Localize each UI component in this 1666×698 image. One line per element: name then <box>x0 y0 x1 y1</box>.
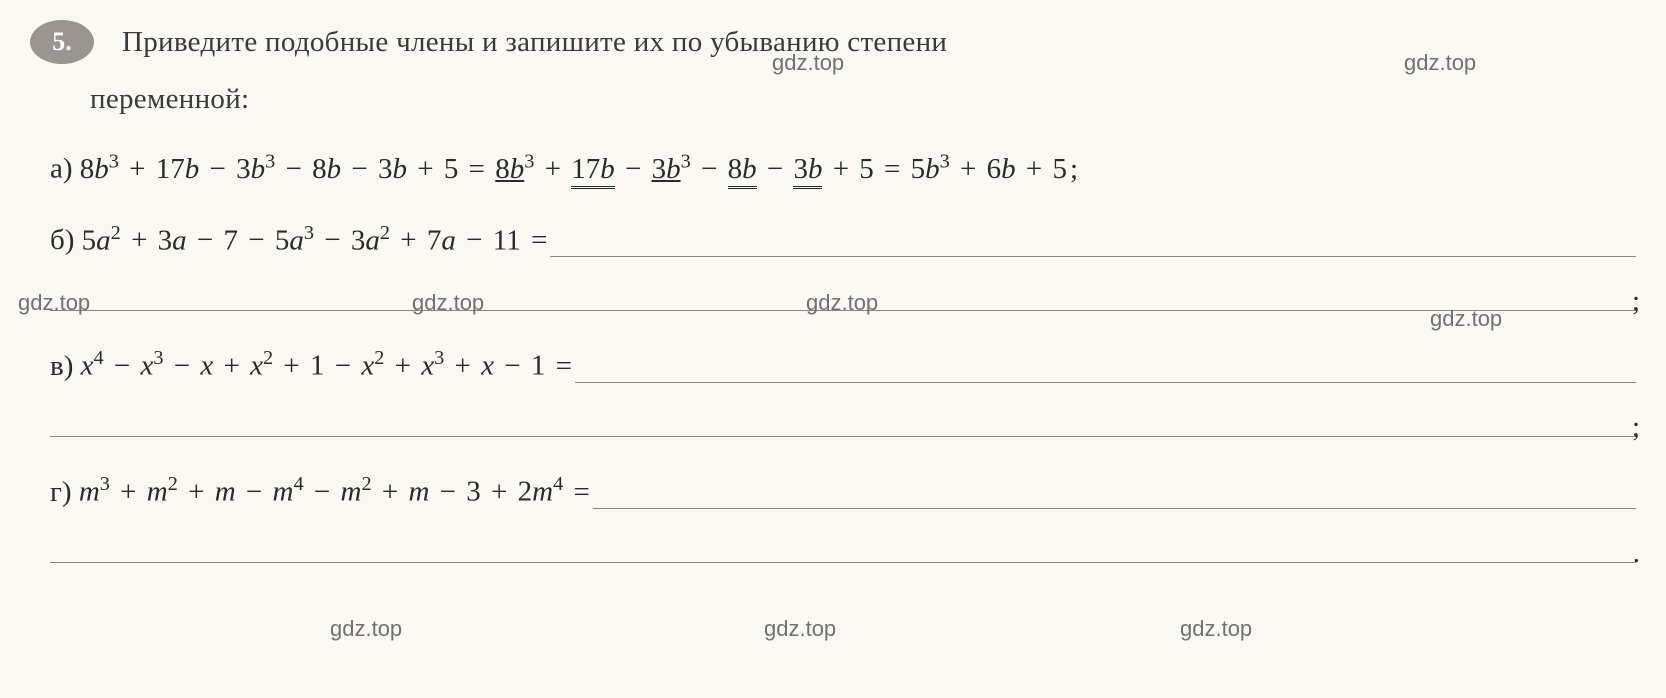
watermark: gdz.top <box>764 616 836 642</box>
watermark: gdz.top <box>772 50 844 76</box>
problem-number-text: 5. <box>52 27 72 57</box>
blank-v-inline <box>575 357 1636 383</box>
instruction-line2: переменной: <box>90 77 1636 122</box>
subproblem-a: а) 8b3 + 17b − 3b3 − 8b − 3b + 5 = 8b3 +… <box>50 150 1636 186</box>
watermark: gdz.top <box>1180 616 1252 642</box>
watermark: gdz.top <box>1404 50 1476 76</box>
blank-g-inline <box>593 483 1636 509</box>
subproblem-b-label: б) <box>50 224 74 257</box>
blank-v-full: ; <box>50 387 1636 437</box>
blank-b-inline <box>550 231 1636 257</box>
subproblem-v-label: в) <box>50 350 73 383</box>
terminator-b: ; <box>1632 285 1640 318</box>
subproblems-container: а) 8b3 + 17b − 3b3 − 8b − 3b + 5 = 8b3 +… <box>50 150 1636 563</box>
problem-number-badge: 5. <box>30 20 94 64</box>
subproblem-g: г) m3 + m2 + m − m4 − m2 + m − 3 + 2m4 =… <box>50 473 1636 563</box>
watermark: gdz.top <box>412 290 484 316</box>
subproblem-v: в) x4 − x3 − x + x2 + 1 − x2 + x3 + x − … <box>50 347 1636 437</box>
subproblem-a-expression: 8b3 + 17b − 3b3 − 8b − 3b + 5 = 8b3 + 17… <box>80 153 1081 185</box>
subproblem-v-expression: x4 − x3 − x + x2 + 1 − x2 + x3 + x − 1 = <box>81 347 575 383</box>
subproblem-a-label: а) <box>50 153 73 185</box>
subproblem-g-expression: m3 + m2 + m − m4 − m2 + m − 3 + 2m4 = <box>79 473 593 509</box>
terminator-v: ; <box>1632 411 1640 444</box>
watermark: gdz.top <box>330 616 402 642</box>
blank-g-full: . <box>50 513 1636 563</box>
watermark: gdz.top <box>806 290 878 316</box>
watermark: gdz.top <box>18 290 90 316</box>
subproblem-b-expression: 5a2 + 3a − 7 − 5a3 − 3a2 + 7a − 11 = <box>82 222 551 258</box>
watermark: gdz.top <box>1430 306 1502 332</box>
terminator-g: . <box>1633 537 1640 570</box>
subproblem-g-label: г) <box>50 476 72 509</box>
